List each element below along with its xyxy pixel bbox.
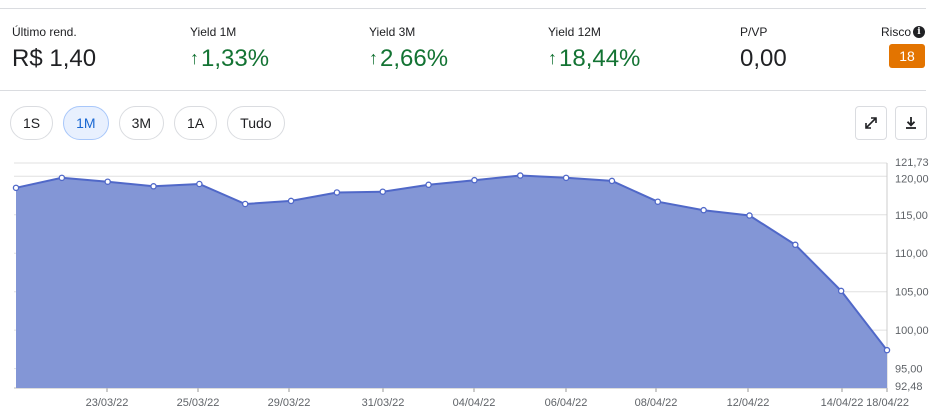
metric-risk: Risco i 18 [881,24,925,68]
arrow-up-icon: ↑ [369,48,378,68]
x-tick-label: 14/04/22 [821,397,864,409]
data-point[interactable] [746,212,753,219]
y-tick-label: 121,73 [895,157,929,169]
data-point[interactable] [379,188,386,195]
metric-value: R$ 1,40 [12,45,97,72]
y-tick-label: 95,00 [895,364,923,376]
x-tick-label: 23/03/22 [86,397,129,409]
metric-label: Yield 3M [369,25,416,39]
x-tick-label: 12/04/22 [727,397,770,409]
data-point[interactable] [517,172,524,179]
y-tick-label: 92,48 [895,381,923,393]
download-icon [906,117,916,129]
risk-label: Risco [880,25,911,39]
x-tick-label: 06/04/22 [545,397,588,409]
expand-icon [865,117,877,129]
data-point[interactable] [883,346,891,354]
x-tick-label: 31/03/22 [362,397,405,409]
data-point[interactable] [196,180,203,188]
y-tick-label: 115,00 [895,210,928,222]
fullscreen-button[interactable] [855,106,887,140]
metric-yield-3m: Yield 3M ↑2,66% [369,24,448,75]
yield-chart: 23/03/22 25/03/22 29/03/22 31/03/22 04/04/22… [12,157,929,409]
x-tick-label: 18/04/22 [866,397,909,409]
metric-value: 0,00 [740,45,787,72]
metric-label: P/VP [740,25,768,39]
data-point[interactable] [104,178,111,185]
info-icon[interactable]: i [913,26,925,38]
x-tick-label: 29/03/22 [268,397,311,409]
arrow-up-icon: ↑ [548,48,557,68]
data-point[interactable] [837,287,845,295]
series-line [15,174,888,351]
data-point[interactable] [12,184,20,192]
metric-pvp: P/VP 0,00 [740,24,787,74]
data-point[interactable] [562,174,570,182]
y-tick-label: 110,00 [895,248,928,260]
metric-value: 18,44% [559,45,641,72]
arrow-up-icon: ↑ [190,48,199,68]
metric-value: 1,33% [201,45,270,72]
data-point[interactable] [608,177,616,185]
y-tick-label: 100,00 [895,325,929,337]
data-point[interactable] [333,189,341,196]
data-point[interactable] [58,174,66,182]
risk-badge: 18 [889,44,925,68]
download-button[interactable] [895,106,927,140]
top-divider [0,8,926,9]
metric-yield-12m: Yield 12M ↑18,44% [548,24,640,75]
metric-last-income: Último rend. R$ 1,40 [12,24,96,74]
area-fill [16,175,887,388]
data-point[interactable] [654,198,662,205]
range-1a-button[interactable]: 1A [174,106,218,140]
metric-yield-1m: Yield 1M ↑1,33% [190,24,269,75]
data-point[interactable] [700,206,707,214]
metric-label: Yield 12M [548,25,601,39]
metrics-divider [0,90,926,91]
data-point[interactable] [792,241,799,249]
data-point[interactable] [471,176,478,184]
metric-value: 2,66% [380,45,449,72]
data-point[interactable] [241,200,249,208]
range-1s-button[interactable]: 1S [10,106,54,140]
range-all-button[interactable]: Tudo [227,106,285,140]
range-3m-button[interactable]: 3M [118,106,165,140]
x-tick-label: 08/04/22 [635,397,678,409]
data-point[interactable] [150,183,157,190]
y-tick-label: 120,00 [895,173,929,185]
y-tick-label: 105,00 [895,287,929,299]
data-point[interactable] [425,181,432,189]
x-tick-label: 04/04/22 [453,397,496,409]
x-tick-label: 25/03/22 [177,397,220,409]
metric-label: Yield 1M [190,25,237,39]
range-1m-button[interactable]: 1M [63,106,109,140]
data-point[interactable] [287,197,295,205]
metric-label: Último rend. [12,25,77,39]
range-selector: 1S 1M 3M 1A Tudo [10,106,285,140]
